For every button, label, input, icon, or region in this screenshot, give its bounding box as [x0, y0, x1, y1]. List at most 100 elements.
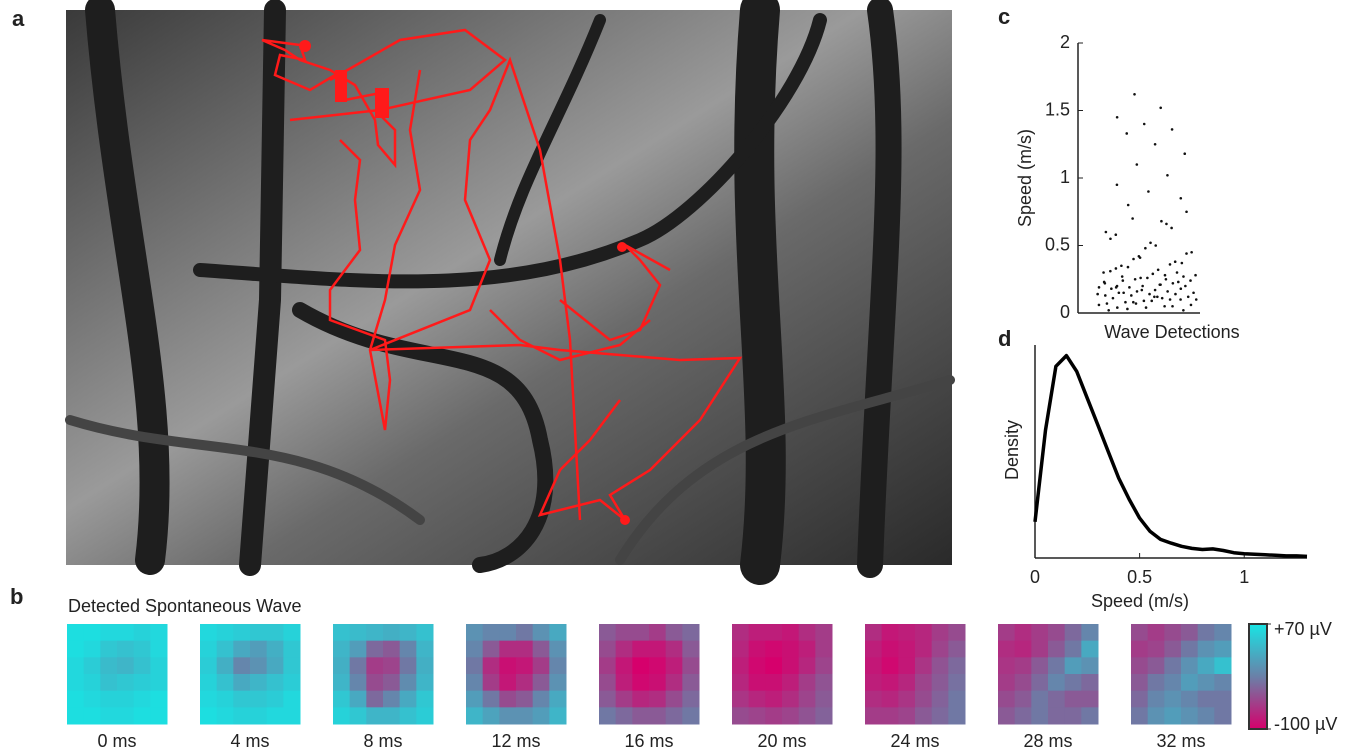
heatmap-cell: [881, 674, 899, 692]
point: [1173, 260, 1177, 264]
heatmap-cell: [1048, 690, 1066, 708]
x-axis-label: Speed (m/s): [1091, 591, 1189, 611]
point: [1192, 291, 1195, 295]
panel-label: b: [10, 584, 23, 609]
heatmap-cell: [948, 674, 966, 692]
heatmap-cell: [665, 657, 683, 675]
heatmap-cell: [898, 707, 916, 725]
heatmap-cell: [466, 707, 484, 725]
heatmap-cell: [1064, 624, 1082, 642]
heatmap-cell: [266, 640, 284, 658]
heatmap-cell: [366, 674, 384, 692]
heatmap-cell: [67, 624, 85, 642]
heatmap-cell: [765, 690, 783, 708]
point: [1141, 284, 1144, 288]
point: [1120, 264, 1123, 268]
heatmap-cell: [948, 640, 966, 658]
point: [1160, 296, 1164, 300]
point: [1185, 252, 1188, 255]
trajectory-marker: [617, 242, 627, 252]
heatmap-cell: [117, 674, 135, 692]
heatmap-cell: [1164, 690, 1182, 708]
heatmap-cell: [250, 624, 268, 642]
heatmap-cell: [998, 690, 1016, 708]
heatmap-cell: [1197, 690, 1215, 708]
y-tick-label: 0.5: [1045, 234, 1070, 254]
heatmap-cell: [649, 657, 667, 675]
heatmap-cell: [865, 674, 883, 692]
heatmap-cell: [748, 707, 766, 725]
point: [1177, 280, 1180, 284]
heatmap-cell: [898, 624, 916, 642]
heatmap-cell: [100, 640, 118, 658]
point: [1117, 291, 1121, 295]
point: [1186, 295, 1190, 299]
heatmap-cell: [516, 657, 534, 675]
heatmap-cell: [632, 624, 650, 642]
heatmap-cell: [1147, 707, 1165, 725]
point: [1110, 287, 1113, 291]
heatmap-cell: [1064, 657, 1082, 675]
point: [1109, 269, 1112, 273]
heatmap-cell: [499, 640, 517, 658]
heatmap-cell: [482, 674, 500, 692]
point: [1154, 244, 1158, 247]
heatmap-cell: [1181, 657, 1199, 675]
point: [1116, 306, 1119, 309]
point: [1097, 303, 1101, 307]
heatmap-cell: [1164, 674, 1182, 692]
point: [1120, 275, 1124, 278]
heatmap-cell: [250, 640, 268, 658]
heatmap-cell: [133, 674, 151, 692]
y-axis-label: Speed (m/s): [1015, 129, 1035, 227]
heatmap-cell: [682, 674, 700, 692]
heatmap-cell: [233, 690, 251, 708]
heatmap-cell: [915, 624, 933, 642]
heatmap-cell: [599, 674, 617, 692]
photo: [65, 0, 955, 585]
point: [1135, 290, 1139, 293]
heatmap-cell: [150, 640, 168, 658]
heatmap-cell: [748, 624, 766, 642]
heatmap-cell: [333, 674, 351, 692]
point: [1133, 93, 1136, 96]
heatmap-cell: [1147, 624, 1165, 642]
heatmap-cell: [782, 657, 800, 675]
point: [1168, 263, 1172, 266]
heatmap-cell: [649, 640, 667, 658]
heatmap-cell: [383, 657, 401, 675]
point: [1166, 174, 1169, 177]
heatmap-cell: [549, 657, 567, 675]
colorbar: [1248, 623, 1268, 730]
y-tick-label: 1.5: [1045, 99, 1070, 119]
heatmap-cell: [815, 690, 833, 708]
point: [1156, 268, 1160, 272]
point: [1107, 309, 1110, 312]
x-axis-label: Wave Detections: [1104, 322, 1239, 342]
heatmap-cell: [998, 707, 1016, 725]
point: [1190, 250, 1193, 254]
point: [1189, 303, 1193, 307]
heatmap-cell: [67, 657, 85, 675]
heatmap-cell: [466, 640, 484, 658]
heatmap-cell: [815, 707, 833, 725]
heatmap-cell: [1131, 674, 1149, 692]
point: [1175, 271, 1179, 274]
heatmap-cell: [283, 624, 301, 642]
point: [1115, 115, 1119, 119]
heatmap-cell: [366, 640, 384, 658]
heatmap-cell: [1147, 674, 1165, 692]
heatmap-cell: [632, 674, 650, 692]
chart-title: Detected Spontaneous Wave: [68, 596, 301, 616]
heatmap-cell: [1147, 690, 1165, 708]
heatmap-cell: [100, 707, 118, 725]
heatmap-cell: [665, 690, 683, 708]
heatmap-cell: [383, 624, 401, 642]
heatmap-cell: [881, 657, 899, 675]
heatmap-cell: [482, 640, 500, 658]
heatmap-cell: [283, 674, 301, 692]
heatmap-cell: [266, 624, 284, 642]
point: [1125, 132, 1129, 135]
heatmap-cell: [133, 640, 151, 658]
heatmap-cell: [881, 624, 899, 642]
